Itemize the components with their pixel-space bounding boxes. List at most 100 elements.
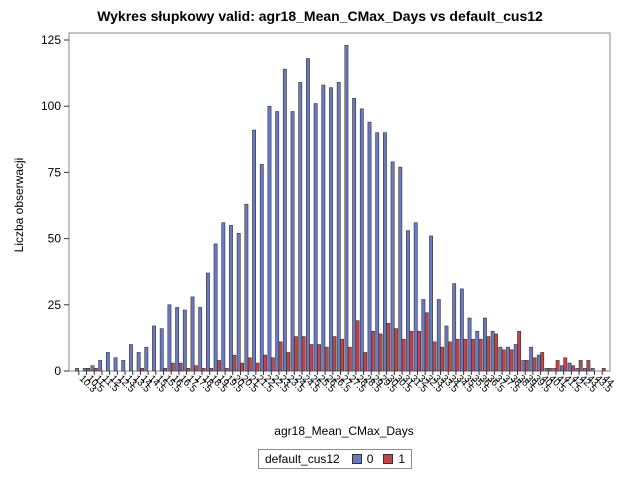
bar-series-0-24 (290, 111, 295, 372)
bar-series-0-12 (105, 352, 110, 372)
bar-series-1-33.5 (440, 346, 445, 372)
bar-series-0-37 (490, 330, 495, 372)
bar-series-1-22.5 (270, 357, 275, 372)
bar-series-1-39 (524, 360, 529, 372)
bar-series-1-37.5 (501, 349, 506, 372)
bar-series-0-27.5 (344, 44, 349, 372)
bar-series-1-40 (540, 352, 545, 372)
bar-series-1-37 (494, 333, 498, 372)
bar-series-1-27 (340, 338, 345, 372)
bar-series-0-17 (182, 309, 187, 372)
bar-series-1-31 (401, 338, 406, 372)
bar-series-1-21.5 (255, 362, 260, 372)
bar-series-1-30.5 (394, 328, 398, 372)
legend-title: default_cus12 (265, 452, 340, 466)
bar-series-0-13 (121, 360, 126, 372)
bar-series-0-23 (275, 111, 280, 372)
bar-series-1-22 (263, 354, 268, 372)
bar-series-0-40.5 (544, 368, 549, 372)
bar-series-0-39 (521, 360, 526, 372)
bar-series-1-28 (355, 320, 360, 372)
bar-series-1-34.5 (455, 338, 460, 372)
bar-chart: 025507510012510.310.51111.51212.51313.51… (12, 32, 616, 438)
bar-series-0-11 (90, 365, 95, 372)
bar-series-0-28.5 (359, 108, 364, 372)
bar-series-0-25.5 (313, 103, 318, 372)
bar-series-0-33.5 (436, 299, 441, 372)
bar-series-0-38.5 (513, 344, 518, 372)
bar-series-1-29.5 (378, 333, 383, 372)
bar-series-1-34 (447, 341, 452, 372)
bar-series-0-10.5 (82, 368, 87, 372)
bar-series-0-10.3 (75, 368, 79, 372)
bar-series-1-40.5 (547, 368, 552, 372)
bar-series-1-16 (170, 362, 175, 372)
bar-series-0-23.5 (282, 68, 287, 372)
bar-series-0-43.5 (590, 368, 595, 372)
bar-series-1-20.5 (240, 362, 244, 372)
bar-series-1-42 (571, 365, 575, 372)
bar-series-0-24.5 (298, 82, 303, 372)
bar-series-1-24 (294, 336, 298, 372)
bar-series-0-41 (552, 368, 557, 372)
bar-series-1-29 (370, 330, 375, 372)
bar-series-0-25 (306, 58, 310, 372)
bar-series-0-42.5 (575, 368, 580, 372)
bar-series-0-35 (459, 288, 464, 372)
bar-series-1-11 (93, 368, 98, 372)
bar-series-0-12.5 (113, 357, 118, 372)
bar-series-0-16 (167, 304, 172, 372)
bar-series-1-23.5 (286, 352, 291, 372)
bar-series-0-13.5 (129, 344, 133, 372)
bar-series-1-30 (386, 323, 391, 372)
bar-series-1-33 (432, 341, 437, 372)
bar-series-1-17.5 (193, 365, 198, 372)
bar-series-0-16.5 (175, 307, 180, 372)
legend-label-1: 1 (398, 452, 406, 466)
bar-series-1-43 (586, 360, 591, 372)
bar-series-0-37.5 (498, 346, 503, 372)
bar-series-1-35 (463, 338, 468, 372)
legend-swatch-0 (351, 454, 362, 464)
bar-series-1-41 (555, 360, 560, 372)
bar-series-0-28 (352, 97, 357, 372)
bar-series-0-41.5 (559, 365, 564, 372)
bar-series-1-39.5 (532, 357, 537, 372)
bar-series-1-31.5 (409, 330, 414, 372)
bar-series-0-29 (367, 121, 372, 372)
bar-series-1-32 (417, 330, 421, 372)
bar-series-1-44 (601, 368, 606, 372)
bar-series-0-19.5 (221, 222, 226, 372)
bar-series-1-17 (186, 368, 191, 372)
bar-series-0-15.5 (159, 328, 164, 372)
bar-series-0-29.5 (375, 132, 380, 372)
legend-entry-0: 0 (351, 452, 373, 466)
bar-series-1-10.5 (86, 368, 91, 372)
bar-series-0-34.5 (452, 283, 457, 372)
bar-series-1-14 (140, 368, 144, 372)
bar-series-1-35.5 (471, 338, 475, 372)
bar-series-0-30 (382, 132, 387, 372)
legend: default_cus12 0 1 (258, 449, 413, 469)
bar-series-0-22.5 (267, 105, 272, 372)
bar-series-0-21.5 (252, 129, 256, 372)
bar-series-0-14 (136, 352, 141, 372)
bar-series-0-43 (583, 368, 587, 372)
bar-series-0-32.5 (421, 299, 426, 372)
bar-series-1-25 (309, 344, 314, 372)
bar-series-0-31.5 (406, 230, 410, 372)
bar-series-0-39.5 (529, 346, 534, 372)
bar-series-1-24.5 (301, 336, 306, 372)
bar-series-0-34 (444, 325, 449, 372)
bar-series-0-15 (152, 325, 156, 372)
bar-series-1-38.5 (517, 330, 522, 372)
legend-entry-1: 1 (383, 452, 405, 466)
y-tick-label: 100 (41, 99, 61, 113)
bar-series-1-23 (278, 341, 283, 372)
bar-series-0-20 (229, 225, 233, 372)
chart-title: Wykres słupkowy valid: agr18_Mean_CMax_D… (97, 8, 543, 24)
bar-series-0-36.5 (483, 317, 487, 372)
bar-series-0-31 (398, 166, 403, 372)
y-tick-label: 75 (48, 165, 62, 179)
y-tick-label: 125 (41, 33, 61, 47)
